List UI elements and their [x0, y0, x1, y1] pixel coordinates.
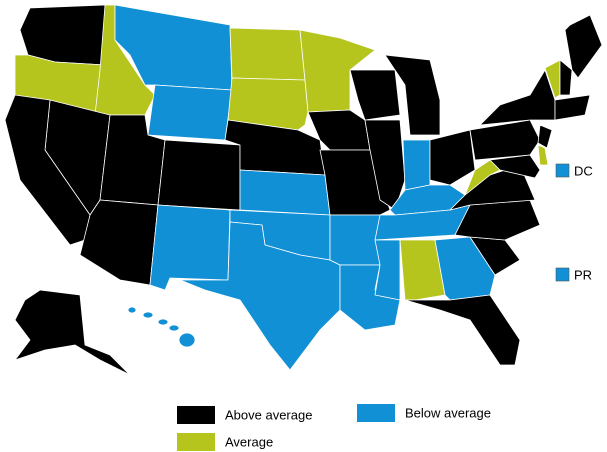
state: [537, 144, 549, 166]
legend-label: Average: [225, 434, 273, 449]
state: [299, 29, 376, 113]
state: [229, 27, 306, 81]
state: [239, 169, 331, 216]
territory-box: [555, 267, 570, 282]
state: [147, 84, 233, 141]
hawaii: [127, 306, 196, 348]
state: [404, 294, 521, 366]
legend-swatch: [177, 406, 215, 424]
state: [127, 306, 137, 314]
state: [402, 139, 431, 191]
state: [489, 154, 541, 179]
state: [564, 14, 603, 79]
state: [157, 318, 169, 326]
territories: DC PR: [555, 163, 593, 282]
state: [178, 332, 196, 348]
state: [479, 69, 556, 126]
state: [149, 204, 231, 291]
legend-label: Below average: [405, 405, 491, 420]
territory-label: PR: [574, 267, 592, 282]
state: [559, 59, 573, 96]
state: [469, 119, 541, 161]
legend-swatch: [357, 404, 395, 422]
state: [179, 221, 341, 371]
state: [399, 239, 446, 301]
state: [429, 129, 476, 186]
legend-label: Above average: [225, 407, 312, 422]
state: [157, 139, 241, 211]
state: [537, 124, 553, 149]
state: [554, 94, 591, 121]
legend-swatch: [177, 433, 215, 451]
state: [374, 239, 401, 301]
state: [14, 289, 131, 376]
states: [4, 4, 603, 376]
state: [142, 311, 154, 319]
legend: Above average Average Below average: [177, 404, 491, 451]
state: [224, 119, 326, 176]
state: [349, 69, 401, 121]
territory-label: DC: [574, 163, 593, 178]
state: [168, 324, 180, 332]
state: [384, 54, 441, 136]
state: [79, 199, 159, 286]
territory-box: [555, 163, 570, 178]
